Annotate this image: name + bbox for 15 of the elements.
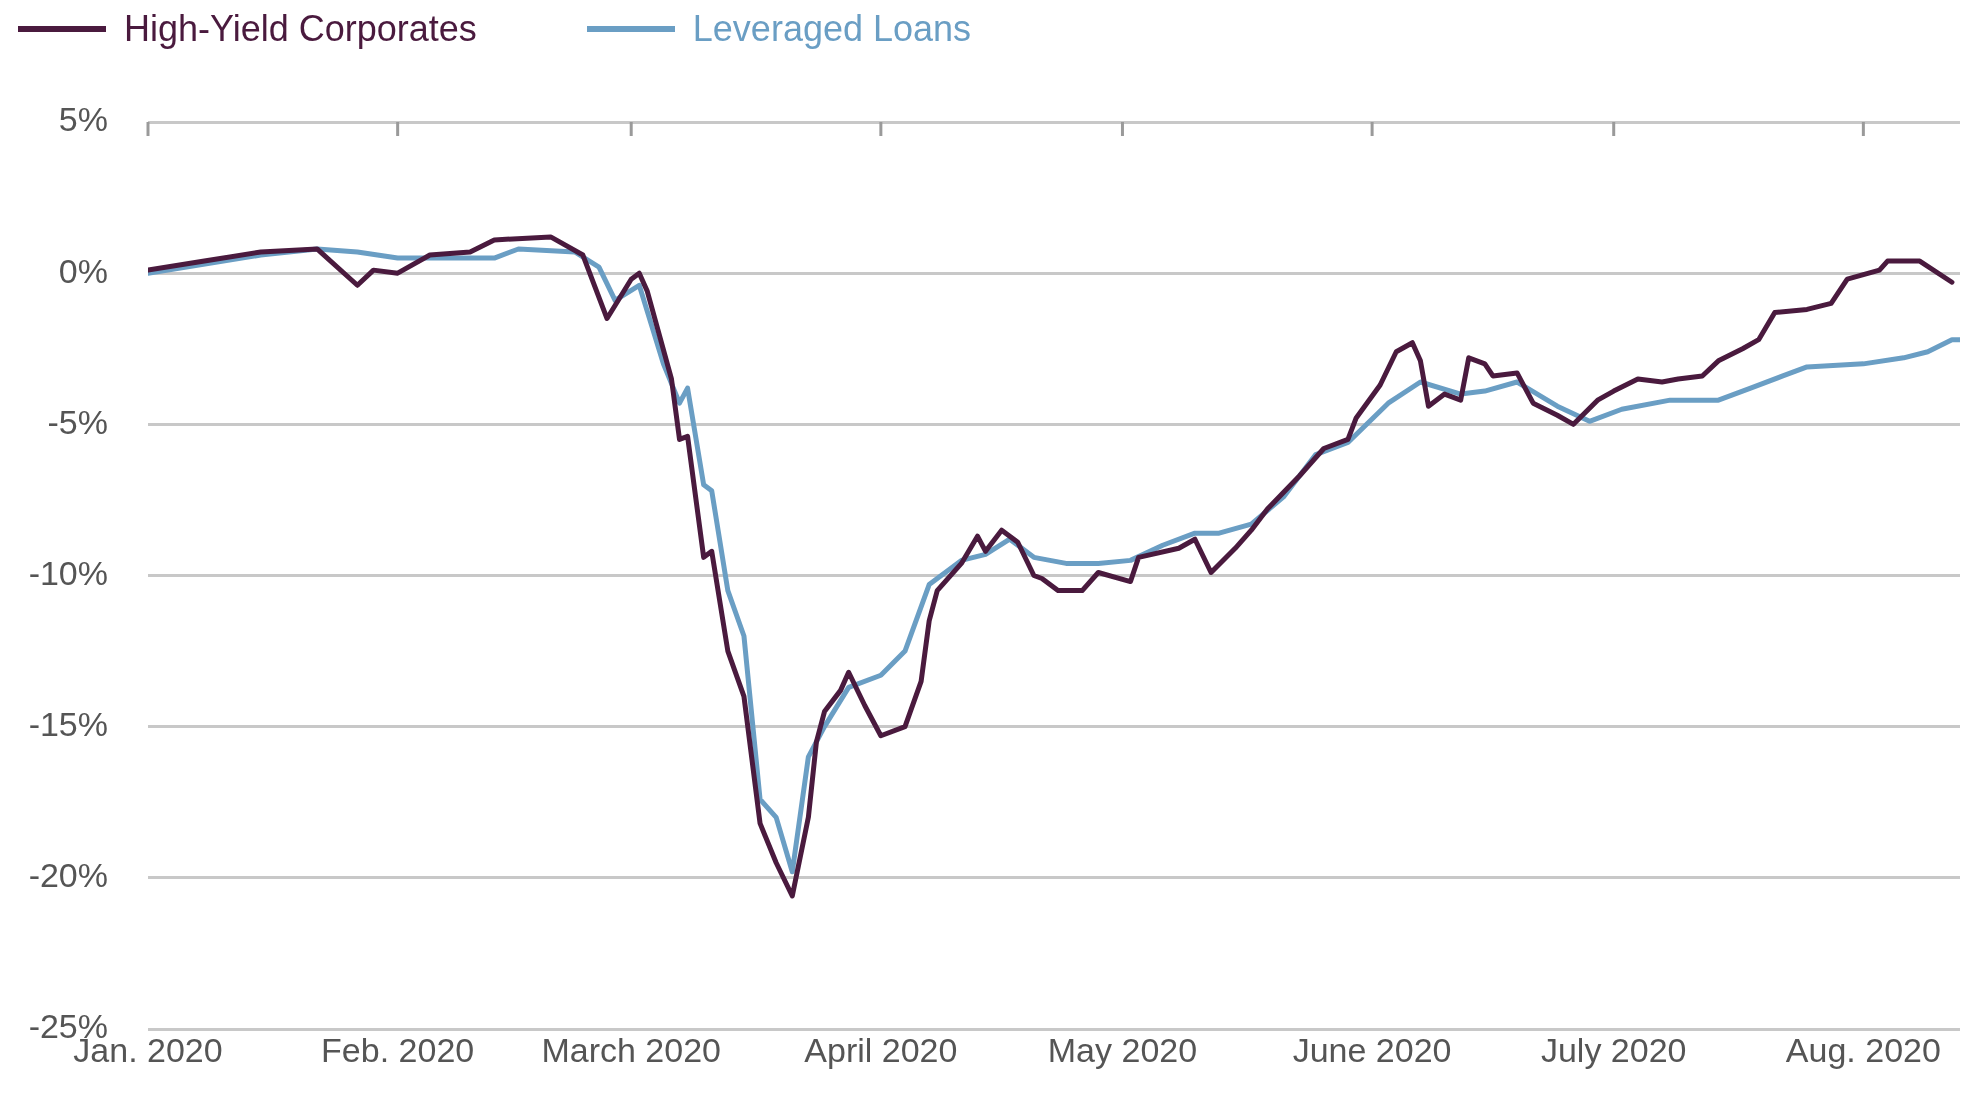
y-tick-label: 0% [58,251,108,290]
x-tick-label: Aug. 2020 [1785,1030,1941,1069]
y-tick-label: -20% [28,856,108,895]
x-tick-label: March 2020 [541,1030,721,1069]
y-tick-label: -10% [28,553,108,592]
x-tick-label: May 2020 [1047,1030,1198,1069]
x-tick-label: April 2020 [804,1030,958,1069]
x-tick-label: June 2020 [1292,1030,1452,1069]
x-tick-label: Feb. 2020 [321,1030,475,1069]
y-tick-label: 5% [58,100,108,139]
legend-label: High-Yield Corporates [124,8,477,50]
x-tick-label: July 2020 [1540,1030,1687,1069]
y-tick-label: -15% [28,705,108,744]
y-tick-label: -5% [47,402,108,441]
legend-label: Leveraged Loans [692,8,972,50]
